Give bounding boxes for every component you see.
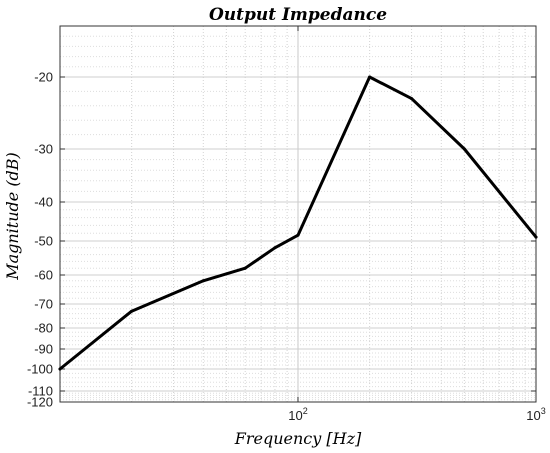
data-point — [462, 147, 466, 151]
data-point — [201, 279, 205, 283]
y-axis-label: Magnitude (dB) — [3, 152, 22, 281]
y-tick-label: -70 — [34, 297, 53, 312]
y-tick-label: -110 — [28, 384, 53, 399]
y-tick-label: -20 — [34, 70, 53, 85]
data-point — [243, 266, 247, 270]
y-tick-label: -100 — [27, 362, 53, 377]
y-tick-label: -40 — [34, 195, 53, 210]
x-axis-label: Frequency [Hz] — [234, 429, 362, 448]
data-point — [58, 367, 62, 371]
data-point — [368, 75, 372, 79]
x-tick-label: 102 — [288, 406, 307, 423]
series-line — [58, 75, 538, 371]
chart-title: Output Impedance — [209, 5, 387, 25]
y-tick-label: -30 — [34, 142, 53, 157]
data-point — [534, 235, 538, 239]
y-tick-label: -120 — [27, 395, 53, 410]
y-tick-label: -90 — [34, 342, 53, 357]
y-tick-label: -50 — [34, 234, 53, 249]
y-tick-label: -60 — [34, 268, 53, 283]
data-point — [130, 309, 134, 313]
y-tick-label: -80 — [34, 321, 53, 336]
data-point — [296, 233, 300, 237]
tick-labels: -20 -30 -40 -50 -60 -70 -80 -90 -100 -110-120 102 1… — [27, 70, 546, 424]
plot-frame — [59, 25, 537, 403]
data-point — [273, 246, 277, 250]
data-layer — [58, 75, 538, 371]
x-tick-label: 103 — [526, 406, 545, 423]
data-point — [410, 97, 414, 101]
